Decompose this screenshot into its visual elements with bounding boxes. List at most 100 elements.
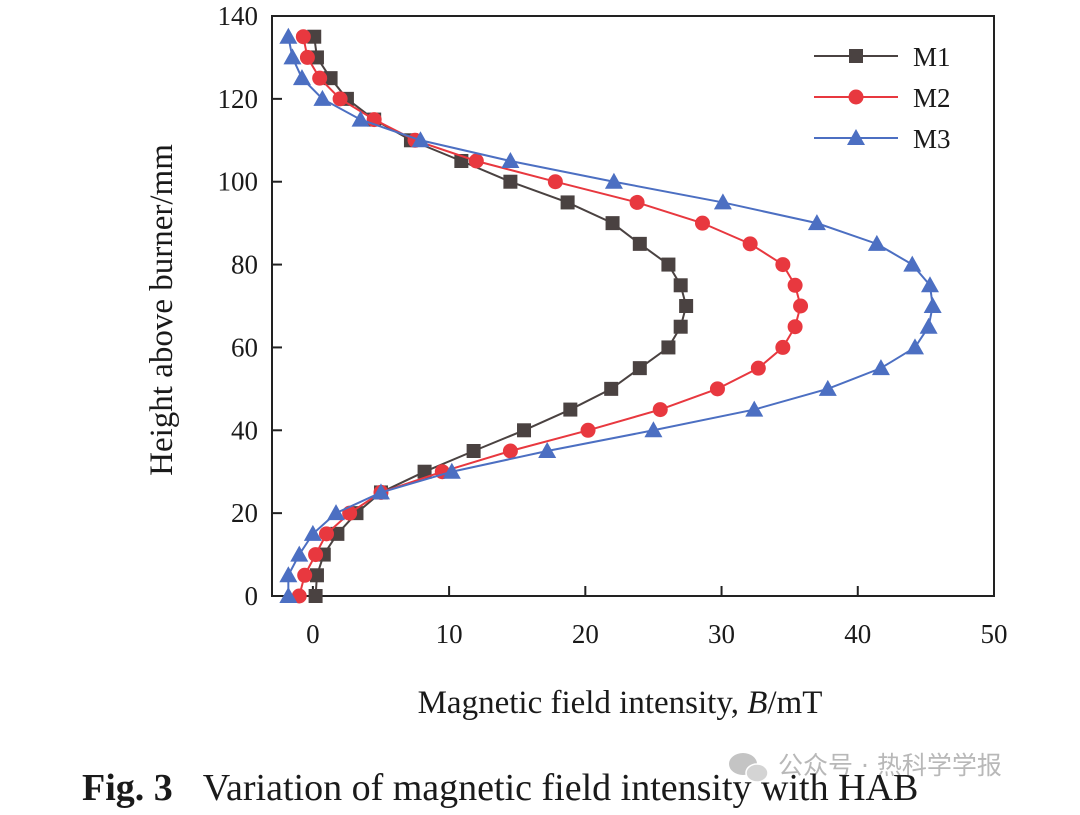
legend-marker: [847, 129, 865, 145]
data-point-m2: [629, 194, 645, 210]
data-point-m3: [371, 483, 390, 500]
data-point-m2: [742, 236, 758, 252]
y-tick-label: 0: [245, 581, 259, 611]
legend-item-m2: M2: [814, 83, 951, 113]
data-point-m1: [308, 589, 323, 603]
data-point-m1: [307, 29, 322, 44]
data-point-m1: [309, 568, 324, 583]
data-point-m2: [468, 153, 484, 169]
y-tick-label: 80: [231, 250, 258, 280]
data-point-m3: [871, 359, 890, 376]
data-point-m2: [308, 547, 324, 563]
x-tick-label: 50: [981, 619, 1008, 649]
legend-label: M3: [913, 124, 951, 154]
data-point-m1: [632, 236, 647, 251]
x-tick-label: 10: [436, 619, 463, 649]
legend-item-m1: M1: [814, 42, 951, 72]
data-point-m2: [297, 567, 313, 583]
data-point-m3: [411, 131, 430, 148]
data-point-m3: [903, 255, 922, 272]
data-point-m1: [673, 319, 688, 334]
series-m1: [307, 29, 694, 603]
y-tick-label: 20: [231, 498, 258, 528]
data-point-m2: [502, 443, 518, 459]
data-point-m1: [466, 444, 481, 458]
plot-frame: [271, 15, 995, 597]
legend-label: M2: [913, 83, 951, 113]
x-tick-label: 0: [306, 619, 320, 649]
data-point-m1: [679, 299, 694, 313]
data-point-m1: [503, 174, 518, 189]
data-point-m1: [323, 71, 338, 86]
data-point-m1: [563, 402, 578, 417]
y-tick-label: 40: [231, 415, 258, 445]
data-point-m3: [313, 89, 332, 106]
y-tick-label: 100: [218, 167, 259, 197]
data-point-m3: [501, 152, 520, 168]
data-point-m1: [604, 381, 619, 396]
data-point-m2: [318, 526, 334, 542]
watermark: 公众号 · 热科学学报: [729, 751, 1002, 783]
x-axis-title-main: Magnetic field intensity,: [418, 685, 748, 721]
data-point-m3: [905, 338, 924, 355]
data-point-m1: [673, 278, 688, 293]
data-point-m3: [713, 193, 732, 210]
data-point-m2: [694, 215, 710, 231]
y-axis-title: Height above burner/mm: [144, 144, 180, 476]
legend: M1 M2 M3: [814, 42, 951, 154]
data-point-m3: [290, 545, 309, 562]
x-axis-title-unit: /mT: [767, 685, 822, 721]
data-point-m2: [332, 91, 348, 107]
y-tick-label: 120: [218, 84, 259, 114]
data-point-m3: [745, 400, 764, 417]
data-point-m2: [775, 339, 791, 355]
x-axis-title: Magnetic field intensity, B/mT: [418, 685, 823, 721]
x-tick-label: 40: [844, 619, 871, 649]
data-point-m1: [661, 340, 676, 355]
data-point-m2: [787, 277, 803, 293]
y-tick-label: 140: [218, 1, 259, 31]
x-axis-title-symbol: B: [747, 685, 767, 721]
data-point-m2: [793, 298, 809, 314]
data-point-m2: [312, 70, 328, 86]
data-point-m3: [538, 442, 557, 458]
data-point-m2: [775, 257, 791, 273]
watermark-text: 公众号 · 热科学学报: [778, 751, 1002, 780]
data-point-m1: [417, 464, 432, 479]
data-point-m3: [867, 234, 886, 251]
data-point-m2: [709, 381, 725, 397]
data-point-m2: [547, 174, 563, 190]
data-point-m2: [787, 319, 803, 335]
data-point-m2: [295, 29, 311, 45]
y-tick-label: 60: [231, 332, 258, 362]
data-point-m3: [919, 317, 938, 334]
data-point-m3: [442, 462, 461, 479]
data-point-m1: [605, 216, 620, 231]
data-point-m2: [299, 49, 315, 65]
x-tick-label: 30: [708, 619, 735, 649]
data-point-m1: [517, 423, 532, 438]
series-line-m2: [298, 36, 802, 597]
data-point-m1: [560, 195, 575, 210]
data-point-m2: [652, 402, 668, 418]
wechat-icon: [729, 753, 769, 783]
data-point-m3: [351, 110, 370, 127]
legend-marker: [849, 49, 863, 63]
series-m3: [279, 27, 942, 603]
legend-label: M1: [913, 42, 951, 72]
legend-item-m3: M3: [814, 124, 951, 154]
x-tick-label: 20: [572, 619, 599, 649]
series-m2: [291, 29, 809, 604]
data-point-m2: [580, 422, 596, 438]
figure-caption: Fig. 3 Variation of magnetic field inten…: [82, 767, 918, 809]
caption-label: Fig. 3: [82, 767, 173, 809]
data-point-m3: [279, 566, 298, 583]
data-point-m2: [750, 360, 766, 376]
caption-text: Variation of magnetic field intensity wi…: [203, 767, 919, 809]
axis-ticks: 0 10 20 30 40 50 0 20 40 60 80 100 120 140: [218, 1, 1008, 649]
data-point-m1: [661, 257, 676, 272]
data-point-m3: [604, 172, 623, 189]
data-point-m3: [283, 48, 302, 65]
